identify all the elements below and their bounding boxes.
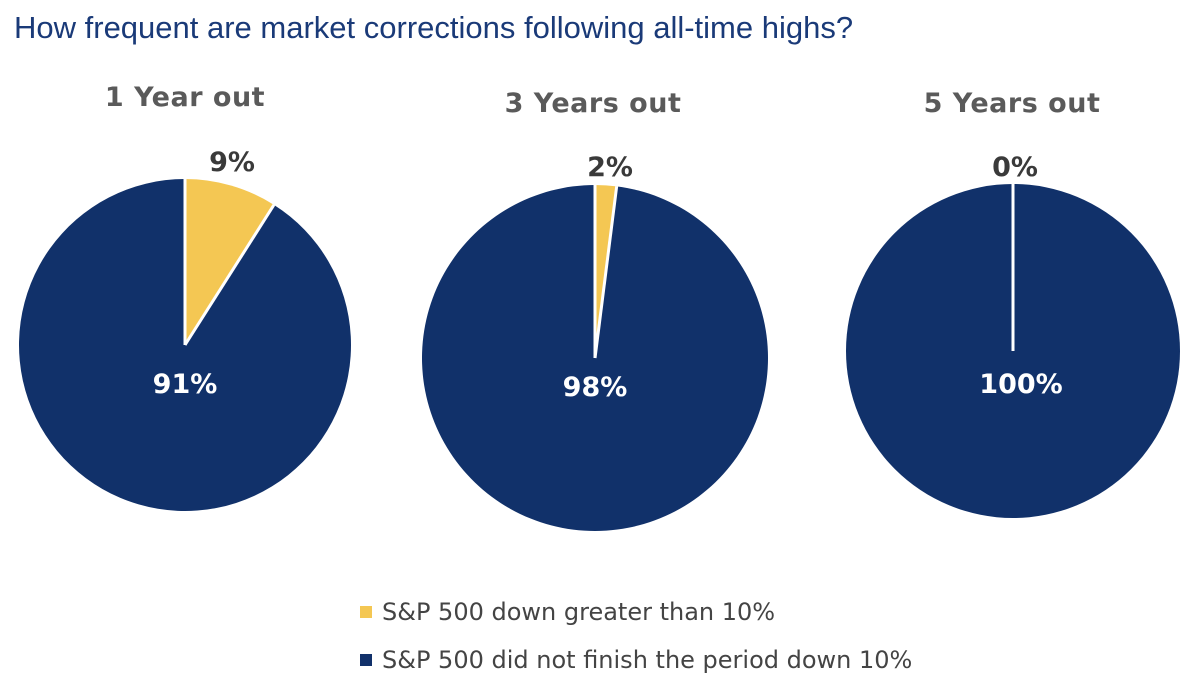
legend-item-not-down: S&P 500 did not finish the period down 1… [360,636,912,684]
legend: S&P 500 down greater than 10% S&P 500 di… [360,588,912,684]
page-title: How frequent are market corrections foll… [14,10,854,45]
pie-title-3-years: 3 Years out [504,88,682,119]
pie-slice-1-year-down [185,179,274,345]
legend-label-down: S&P 500 down greater than 10% [382,598,776,626]
legend-item-down: S&P 500 down greater than 10% [360,588,912,636]
legend-swatch-not-down [360,654,372,666]
pie-divider-3-years-1 [593,186,619,359]
data-label-1-year-not-down: 91% [153,369,218,400]
legend-label-not-down: S&P 500 did not finish the period down 1… [382,646,913,674]
data-label-5-years-down: 0% [992,152,1038,183]
legend-swatch-down [360,606,372,618]
pie-divider-1-year-1 [183,204,276,346]
data-label-1-year-down: 9% [209,147,255,178]
pie-title-5-years: 5 Years out [923,88,1101,119]
pie-title-1-year: 1 Year out [104,82,266,113]
data-label-3-years-not-down: 98% [563,372,628,403]
data-label-5-years-not-down: 100% [979,369,1062,400]
data-label-3-years-down: 2% [587,152,633,183]
